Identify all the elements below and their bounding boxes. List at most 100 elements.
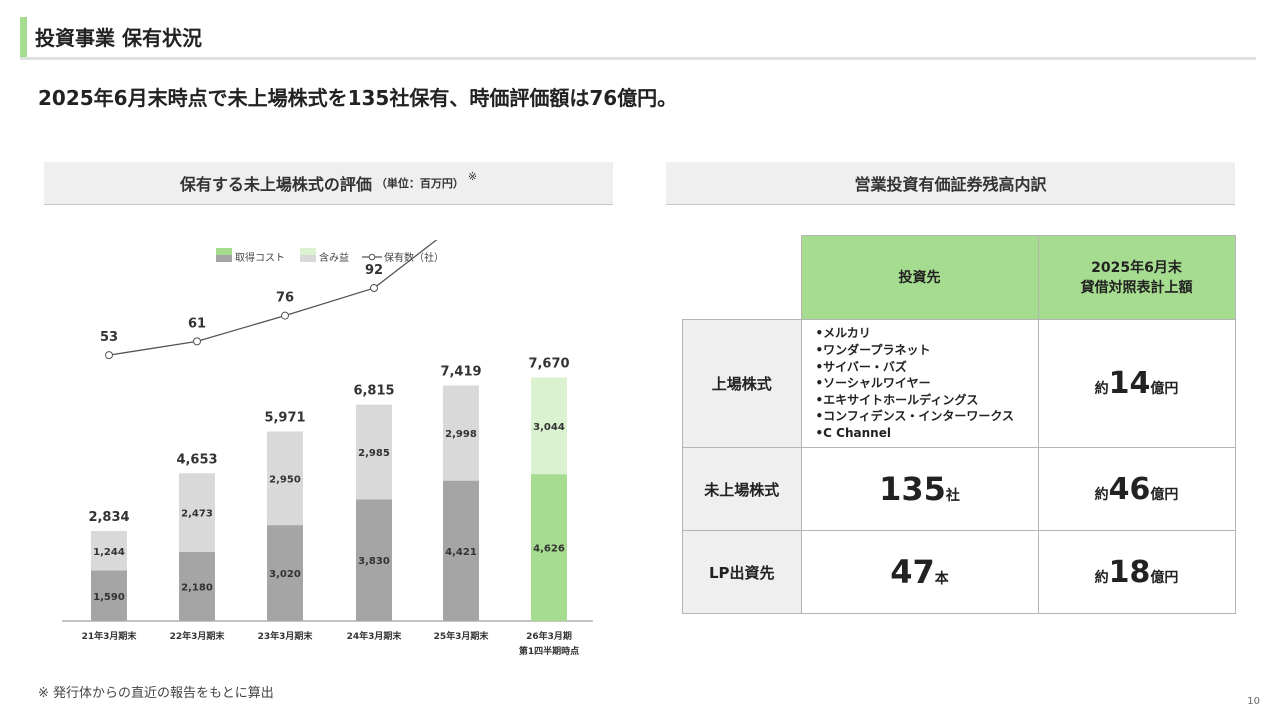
headline: 2025年6月末時点で未上場株式を135社保有、時価評価額は76億円。 xyxy=(38,86,678,110)
legend-swatch-gain-green xyxy=(300,248,316,255)
bar-total-label: 2,834 xyxy=(88,510,129,525)
bar-cost xyxy=(179,551,215,621)
x-tick-label: 22年3月期末 xyxy=(170,630,226,642)
listed-company-list: •メルカリ •ワンダープラネット •サイバー・バズ •ソーシャルワイヤー •エキ… xyxy=(800,319,1039,448)
bar-cost-label: 1,590 xyxy=(93,592,125,603)
legend-line-marker xyxy=(368,253,376,261)
legend-label-cost: 取得コスト xyxy=(235,252,285,264)
amount-unit: 億円 xyxy=(1150,381,1179,397)
bar-cost xyxy=(267,525,303,621)
x-tick-label: 21年3月期末 xyxy=(82,630,138,642)
page-title: 投資事業 保有状況 xyxy=(35,26,202,50)
list-item: •C Channel xyxy=(815,425,891,440)
chart-panel-header: 保有する未上場株式の評価 （単位：百万円） ※ xyxy=(44,162,613,205)
holding-count-point xyxy=(193,337,201,346)
holding-count-point xyxy=(105,351,113,360)
bar-cost-label: 3,020 xyxy=(269,569,301,580)
unlisted-amount: 約46億円 xyxy=(1037,447,1236,531)
holding-count-point xyxy=(281,311,289,320)
bar-gain-label: 2,985 xyxy=(358,448,390,459)
table-panel-title: 営業投資有価証券残高内訳 xyxy=(854,175,1047,194)
bar-cost-label: 2,180 xyxy=(181,582,213,593)
count-value: 47 xyxy=(890,553,935,591)
chart-footnote-mark: ※ xyxy=(467,169,478,183)
bar-unrealized-gain xyxy=(356,404,392,500)
footnote: ※ 発行体からの直近の報告をもとに算出 xyxy=(38,686,274,701)
row-header-listed: 上場株式 xyxy=(682,319,802,448)
bar-cost-label: 4,421 xyxy=(445,547,477,558)
table-corner xyxy=(682,235,802,320)
bar-cost xyxy=(443,480,479,621)
amount-prefix: 約 xyxy=(1094,381,1109,397)
amount-value: 14 xyxy=(1108,366,1151,401)
bar-unrealized-gain xyxy=(531,377,567,475)
holding-count-label: 76 xyxy=(276,291,294,306)
chart-unit-label: （単位：百万円） xyxy=(375,177,464,190)
bar-unrealized-gain xyxy=(179,473,215,552)
bar-total-label: 6,815 xyxy=(353,384,394,399)
count-unit: 社 xyxy=(945,488,960,504)
row-header-lp: LP出資先 xyxy=(682,530,802,614)
bar-gain-label: 3,044 xyxy=(533,422,565,433)
header-accent-bar xyxy=(20,17,27,59)
x-tick-label: 23年3月期末 xyxy=(258,630,314,642)
bar-total-label: 7,419 xyxy=(440,364,481,379)
legend-swatch-cost-gray xyxy=(216,255,232,262)
legend-swatch-cost-green xyxy=(216,248,232,255)
legend-label-count: 保有数（社） xyxy=(384,251,444,264)
col-header-book-value: 2025年6月末 貸借対照表計上額 xyxy=(1037,235,1236,320)
bar-unrealized-gain xyxy=(91,531,127,571)
bar-gain-label: 1,244 xyxy=(93,547,125,558)
count-value: 135 xyxy=(879,470,946,508)
x-tick-label: 24年3月期末 xyxy=(347,630,403,642)
bar-unrealized-gain xyxy=(267,431,303,526)
bar-gain-label: 2,998 xyxy=(445,429,477,440)
list-item: •エキサイトホールディングス xyxy=(815,392,979,407)
bar-cost xyxy=(531,474,567,621)
amount-value: 18 xyxy=(1108,554,1151,590)
bar-total-label: 5,971 xyxy=(264,410,305,425)
list-item: •サイバー・バズ xyxy=(815,359,907,374)
amount-unit: 億円 xyxy=(1150,486,1179,503)
holdings-breakdown-table: 投資先 2025年6月末 貸借対照表計上額 上場株式 •メルカリ •ワンダープラ… xyxy=(682,235,1236,614)
unlisted-count: 135社 xyxy=(800,447,1039,531)
holding-count-label: 61 xyxy=(188,316,206,331)
bar-cost xyxy=(356,499,392,621)
bar-gain-label: 2,950 xyxy=(269,474,301,485)
bar-cost-label: 3,830 xyxy=(358,556,390,567)
holding-count-label: 53 xyxy=(100,330,118,345)
stacked-bar-chart: 1,590 1,244 2,834 21年3月期末 2,180 2,473 4,653 22年… xyxy=(62,240,593,657)
amount-unit: 億円 xyxy=(1150,569,1179,586)
lp-count: 47本 xyxy=(800,530,1039,614)
bar-cost-label: 4,626 xyxy=(533,544,565,555)
chart-panel-title: 保有する未上場株式の評価 xyxy=(179,175,372,194)
legend-label-gain: 含み益 xyxy=(319,251,349,264)
list-item: •ソーシャルワイヤー xyxy=(815,376,931,391)
table-panel-header: 営業投資有価証券残高内訳 xyxy=(666,162,1235,205)
list-item: •ワンダープラネット xyxy=(815,343,931,358)
bar-unrealized-gain xyxy=(443,385,479,481)
holding-count-line xyxy=(108,240,438,356)
listed-amount: 約14億円 xyxy=(1037,319,1236,448)
header-divider xyxy=(20,57,1256,60)
x-tick-label: 26年3月期 xyxy=(526,630,572,642)
x-tick-label: 第1四半期時点 xyxy=(519,645,579,657)
bar-total-label: 4,653 xyxy=(176,452,217,467)
holding-count-label: 92 xyxy=(365,263,383,278)
bar-cost xyxy=(91,570,127,621)
bar-gain-label: 2,473 xyxy=(181,509,213,520)
bar-total-label: 7,670 xyxy=(528,356,569,371)
lp-amount: 約18億円 xyxy=(1037,530,1236,614)
holding-count-point xyxy=(370,284,378,293)
list-item: •メルカリ xyxy=(815,326,871,341)
amount-prefix: 約 xyxy=(1094,569,1109,586)
count-unit: 本 xyxy=(934,571,949,587)
list-item: •コンフィデンス・インターワークス xyxy=(815,409,1014,424)
x-tick-label: 25年3月期末 xyxy=(434,630,490,642)
row-header-unlisted: 未上場株式 xyxy=(682,447,802,531)
legend-swatch-gain-gray xyxy=(300,255,316,262)
col-header-investees: 投資先 xyxy=(800,235,1039,320)
page-number: 10 xyxy=(1247,696,1260,707)
amount-prefix: 約 xyxy=(1094,486,1109,503)
amount-value: 46 xyxy=(1108,471,1151,507)
